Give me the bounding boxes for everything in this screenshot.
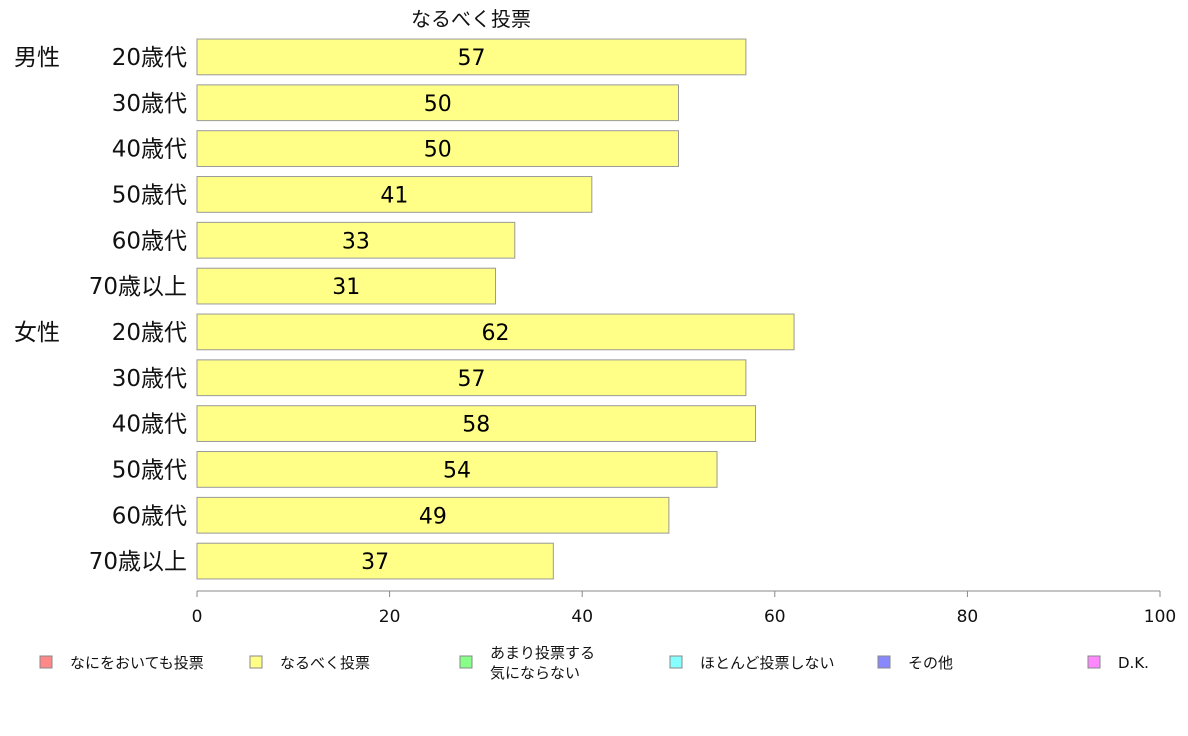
bar-value-label: 58 xyxy=(462,413,490,438)
legend-item: なるべく投票 xyxy=(249,654,370,672)
bar xyxy=(196,313,795,351)
bar-value-label: 57 xyxy=(457,367,485,392)
bar xyxy=(196,496,670,534)
group-label: 女性 xyxy=(14,320,60,346)
legend-swatch xyxy=(1087,655,1101,669)
category-label: 70歳以上 xyxy=(89,274,187,300)
chart-title: なるべく投票 xyxy=(411,7,531,31)
category-label: 50歳代 xyxy=(112,182,187,208)
x-tick-label: 80 xyxy=(957,607,979,627)
bar-value-label: 50 xyxy=(424,92,452,117)
legend-label: D.K. xyxy=(1118,654,1149,672)
legend-label: あまり投票する xyxy=(490,644,595,662)
group-label: 男性 xyxy=(14,45,60,71)
bar xyxy=(196,359,747,397)
legend-label: なにをおいても投票 xyxy=(70,654,204,672)
bar xyxy=(196,176,593,213)
x-axis: 0 20 40 60 80 100 xyxy=(192,590,1176,627)
bar-value-label: 50 xyxy=(424,138,452,163)
legend-label: ほとんど投票しない xyxy=(700,654,835,672)
category-label: 50歳代 xyxy=(112,457,187,483)
x-tick-label: 40 xyxy=(571,607,593,627)
category-labels: 20歳代男性30歳代40歳代50歳代60歳代70歳以上20歳代女性30歳代40歳… xyxy=(14,45,187,575)
bar xyxy=(196,38,747,76)
category-label: 60歳代 xyxy=(112,503,187,529)
bar-value-label: 49 xyxy=(419,504,447,529)
bar xyxy=(196,130,679,167)
category-label: 70歳以上 xyxy=(89,549,187,575)
legend-swatch xyxy=(459,655,473,669)
category-label: 30歳代 xyxy=(112,91,187,117)
legend-label: 気にならない xyxy=(490,664,580,682)
category-label: 30歳代 xyxy=(112,366,187,392)
category-label: 40歳代 xyxy=(112,412,187,438)
bar-value-label: 37 xyxy=(361,550,389,575)
bar xyxy=(196,405,757,442)
legend-item: D.K. xyxy=(1087,654,1149,672)
x-tick-label: 20 xyxy=(379,607,401,627)
category-label: 20歳代 xyxy=(112,45,187,71)
bar-value-label: 57 xyxy=(457,46,485,71)
bar-value-label: 41 xyxy=(380,183,408,208)
bar xyxy=(196,267,497,305)
bar-value-label: 54 xyxy=(443,458,471,483)
bar-value-label: 62 xyxy=(482,321,510,346)
legend-swatch xyxy=(39,655,53,669)
legend-swatch xyxy=(877,655,891,669)
x-tick-label: 0 xyxy=(192,607,203,627)
bar xyxy=(196,84,679,122)
category-label: 20歳代 xyxy=(112,320,187,346)
bar-value-label: 31 xyxy=(332,275,360,300)
legend-item: ほとんど投票しない xyxy=(669,654,835,672)
bar-value-label: 33 xyxy=(342,229,370,254)
category-label: 60歳代 xyxy=(112,228,187,254)
legend-swatch xyxy=(249,655,263,669)
bar xyxy=(196,221,516,259)
bar xyxy=(196,542,554,580)
legend-item: その他 xyxy=(877,654,953,672)
legend-item: なにをおいても投票 xyxy=(39,654,204,672)
x-tick-label: 60 xyxy=(764,607,786,627)
x-tick-label: 100 xyxy=(1144,607,1176,627)
legend-label: なるべく投票 xyxy=(280,654,370,672)
category-label: 40歳代 xyxy=(112,137,187,163)
legend-swatch xyxy=(669,655,683,669)
legend-label: その他 xyxy=(908,654,953,672)
bar xyxy=(196,451,718,488)
